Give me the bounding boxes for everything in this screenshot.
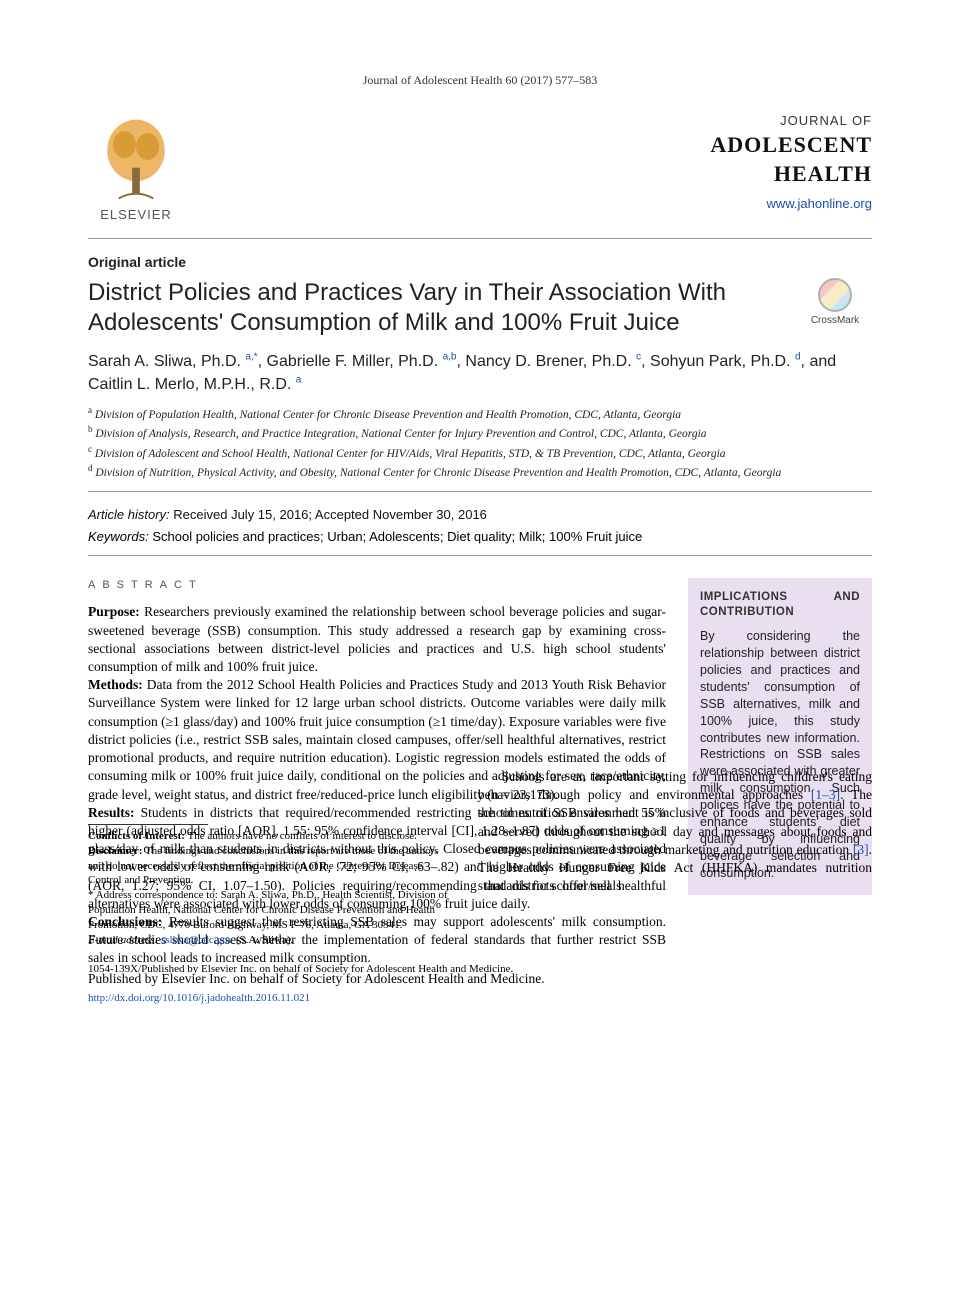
- publisher-block: ELSEVIER: [88, 112, 184, 224]
- crossmark-badge[interactable]: CrossMark: [798, 278, 872, 328]
- email-attribution: (S.A. Sliwa).: [236, 934, 293, 946]
- history-text: Received July 15, 2016; Accepted Novembe…: [173, 507, 487, 522]
- affiliations: a Division of Population Health, Nationa…: [88, 404, 872, 481]
- disclaimer-label: Disclaimer:: [88, 845, 142, 857]
- journal-name-line2: ADOLESCENT: [710, 130, 872, 160]
- email-address[interactable]: ssliwa@cdc.gov: [161, 934, 233, 946]
- article-history: Article history: Received July 15, 2016;…: [88, 506, 872, 524]
- article-type: Original article: [88, 253, 872, 272]
- journal-block: JOURNAL OF ADOLESCENT HEALTH www.jahonli…: [710, 112, 872, 212]
- journal-name-line1: JOURNAL OF: [710, 112, 872, 130]
- keywords: Keywords: School policies and practices;…: [88, 528, 872, 546]
- crossmark-icon: [818, 278, 852, 312]
- affiliation: c Division of Adolescent and School Heal…: [88, 443, 872, 462]
- journal-url[interactable]: www.jahonline.org: [710, 195, 872, 213]
- implications-label: IMPLICATIONS AND CONTRIBUTION: [700, 590, 860, 620]
- citation-link[interactable]: [1–3]: [811, 787, 840, 802]
- affiliation: a Division of Population Health, Nationa…: [88, 404, 872, 423]
- doi-row: 1054-139X/Published by Elsevier Inc. on …: [88, 962, 872, 977]
- coi-text: The authors have no conflicts of interes…: [188, 830, 417, 842]
- elsevier-tree-icon: [88, 112, 184, 208]
- keywords-text: School policies and practices; Urban; Ad…: [152, 529, 642, 544]
- affiliation: d Division of Nutrition, Physical Activi…: [88, 462, 872, 481]
- keywords-label: Keywords:: [88, 529, 149, 544]
- history-label: Article history:: [88, 507, 170, 522]
- doi-link[interactable]: http://dx.doi.org/10.1016/j.jadohealth.2…: [88, 991, 310, 1006]
- authors-line: Sarah A. Sliwa, Ph.D. a,*, Gabrielle F. …: [88, 350, 872, 396]
- header-row: ELSEVIER JOURNAL OF ADOLESCENT HEALTH ww…: [88, 112, 872, 224]
- intro-paragraph: Schools are an important setting for inf…: [478, 768, 872, 948]
- footnote-rule: [88, 824, 208, 825]
- abs-purpose-label: Purpose:: [88, 604, 144, 619]
- citation-link[interactable]: [3]: [853, 842, 869, 857]
- footnotes: Conflicts of Interest: The authors have …: [88, 824, 452, 948]
- journal-name-line3: HEALTH: [710, 159, 872, 189]
- coi-label: Conflicts of Interest:: [88, 830, 185, 842]
- running-head: Journal of Adolescent Health 60 (2017) 5…: [88, 72, 872, 88]
- corr-text: Address correspondence to: Sarah A. Sliw…: [88, 889, 448, 931]
- crossmark-label: CrossMark: [811, 315, 859, 326]
- publisher-label: ELSEVIER: [88, 206, 184, 224]
- email-label: E-mail address:: [88, 934, 158, 946]
- rule-mid-2: [88, 555, 872, 556]
- affiliation: b Division of Analysis, Research, and Pr…: [88, 423, 872, 442]
- abstract-label: ABSTRACT: [88, 578, 666, 593]
- copyright-line: 1054-139X/Published by Elsevier Inc. on …: [88, 962, 513, 977]
- corr-marker: *: [88, 889, 94, 901]
- rule-mid: [88, 491, 872, 492]
- rule-top: [88, 238, 872, 239]
- abs-purpose: Researchers previously examined the rela…: [88, 604, 666, 674]
- article-title: District Policies and Practices Vary in …: [88, 278, 782, 338]
- abs-methods-label: Methods:: [88, 677, 147, 692]
